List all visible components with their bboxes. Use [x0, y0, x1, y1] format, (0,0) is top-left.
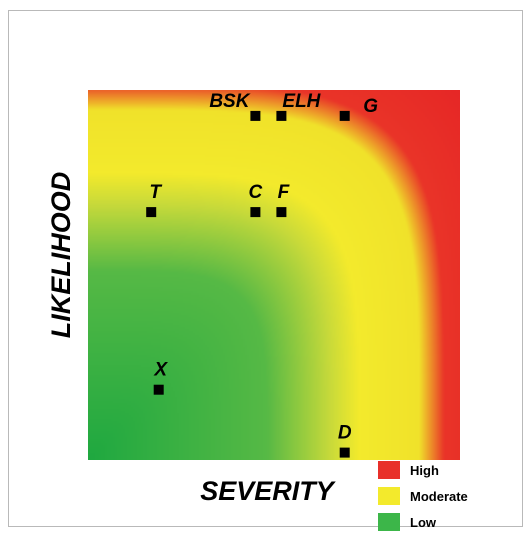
data-points-layer: BSK ELH G T C F X D [146, 91, 378, 458]
legend-label-high: High [410, 463, 439, 478]
point-marker-f [276, 207, 287, 218]
point-marker-x [153, 384, 164, 395]
legend-label-moderate: Moderate [410, 489, 468, 504]
point-label-bsk: BSK [209, 91, 250, 112]
point-label-f: F [278, 182, 291, 203]
point-label-t: T [149, 182, 162, 203]
point-label-elh: ELH [282, 91, 321, 112]
point-label-g: G [363, 96, 378, 117]
point-marker-elh [276, 110, 287, 121]
legend-label-low: Low [410, 515, 437, 530]
point-marker-d [339, 447, 350, 458]
figure-frame [8, 10, 523, 527]
y-axis-label: LIKELIHOOD [46, 172, 76, 339]
legend-swatch-high [378, 461, 400, 479]
point-marker-g [339, 110, 350, 121]
point-label-x: X [153, 360, 168, 381]
point-marker-c [250, 207, 261, 218]
point-marker-bsk [250, 110, 261, 121]
risk-gradient-area [88, 90, 460, 460]
legend: High Moderate Low [378, 461, 468, 531]
point-label-c: C [249, 182, 263, 203]
x-axis-label: SEVERITY [200, 476, 337, 506]
point-marker-t [146, 207, 157, 218]
legend-swatch-low [378, 513, 400, 531]
legend-swatch-moderate [378, 487, 400, 505]
point-label-d: D [338, 423, 352, 444]
